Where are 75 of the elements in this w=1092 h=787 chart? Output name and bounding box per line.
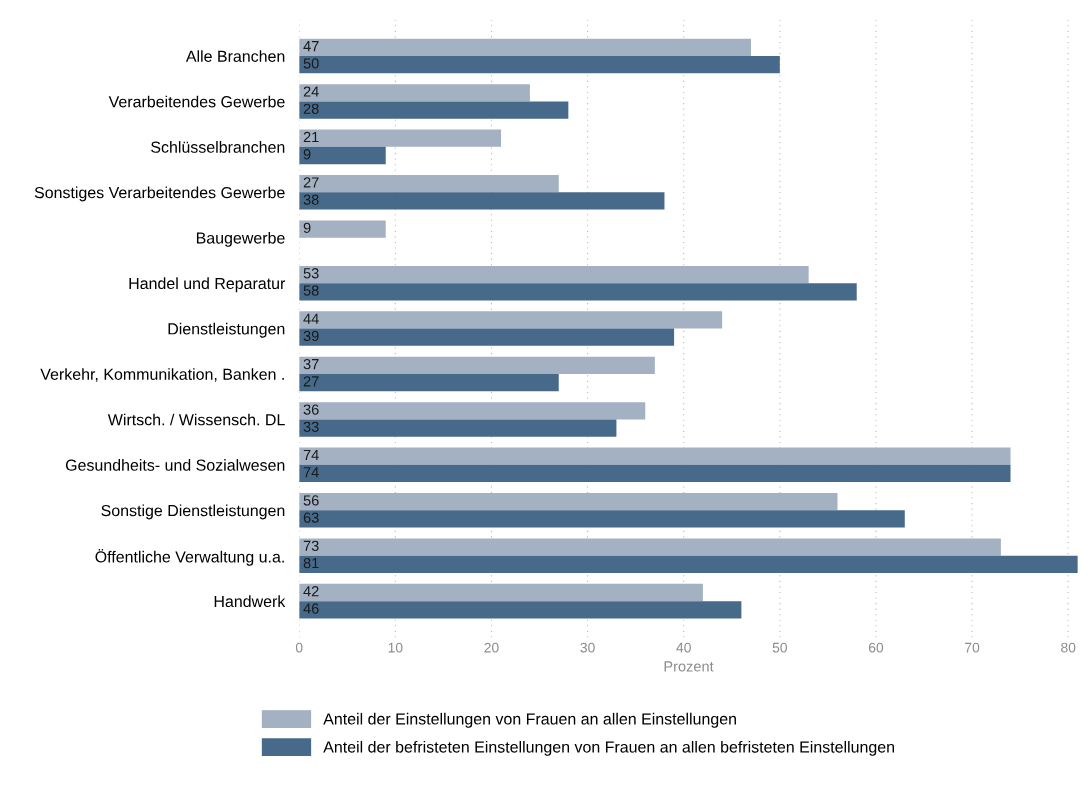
bar [299, 356, 655, 374]
x-tick-label: 20 [484, 642, 499, 653]
data-label: 44 [303, 313, 319, 324]
data-label: 42 [303, 586, 319, 597]
bar [299, 601, 742, 619]
x-tick-label: 80 [1061, 642, 1076, 653]
bar [299, 538, 1001, 556]
data-label: 73 [303, 540, 319, 551]
bar [299, 283, 857, 301]
data-label: 74 [303, 449, 319, 460]
data-label: 50 [303, 58, 319, 69]
data-label: 37 [303, 358, 319, 370]
y-tick-label: Baugewerbe [196, 231, 285, 247]
y-tick-label: Sonstige Dienstleistungen [101, 504, 285, 520]
data-label: 27 [303, 177, 319, 188]
bar [299, 175, 559, 193]
bar [299, 419, 617, 437]
bar [299, 192, 665, 210]
y-tick-label: Dienstleistungen [168, 322, 285, 338]
bar [299, 464, 1011, 483]
bar [299, 510, 905, 528]
bar [299, 493, 838, 511]
bar [299, 101, 569, 119]
data-label: 39 [303, 330, 319, 342]
data-label: 36 [303, 404, 319, 415]
bar [299, 220, 386, 238]
data-label: 56 [303, 495, 319, 506]
bar [299, 146, 386, 165]
y-tick-label: Verarbeitendes Gewerbe [108, 95, 285, 108]
data-label: 58 [303, 285, 319, 296]
bar [299, 328, 675, 346]
data-label: 33 [303, 421, 319, 432]
data-label: 27 [303, 376, 319, 387]
x-axis-title: Prozent [664, 661, 714, 672]
bar [299, 38, 751, 57]
bar [299, 129, 502, 147]
bar [299, 583, 703, 602]
y-tick-label: Schlüsselbranchen [151, 141, 285, 153]
y-tick-label: Öffentliche Verwaltung u.a. [95, 549, 284, 566]
data-label: 38 [303, 194, 319, 205]
x-tick-label: 0 [295, 642, 303, 653]
data-label: 81 [303, 557, 319, 569]
y-tick-label: Handwerk [214, 595, 286, 608]
data-label: 46 [303, 603, 319, 614]
x-tick-label: 60 [868, 642, 884, 653]
data-label: 63 [303, 512, 319, 523]
bar [299, 84, 530, 102]
data-label: 53 [303, 268, 319, 279]
x-tick-label: 30 [580, 642, 595, 653]
bar [299, 402, 646, 420]
x-tick-label: 70 [965, 642, 980, 653]
legend-label: Anteil der Einstellungen von Frauen an allen Einstellungen [323, 712, 736, 728]
y-tick-label: Gesundheits- und Sozialwesen [65, 459, 285, 471]
x-tick-label: 40 [676, 642, 691, 653]
bar [299, 265, 809, 284]
data-label: 74 [303, 467, 319, 478]
x-tick-label: 10 [388, 642, 403, 653]
x-tick-label: 50 [772, 642, 787, 653]
data-label: 9 [303, 222, 311, 233]
data-label: 9 [303, 149, 311, 160]
data-label: 28 [303, 103, 319, 114]
y-tick-label: Wirtsch. / Wissensch. DL [107, 413, 285, 426]
y-tick-label: Handel und Reparatur [129, 277, 286, 293]
bar [299, 555, 1078, 573]
data-label: 24 [303, 86, 319, 97]
bar [299, 311, 723, 329]
bar [299, 374, 559, 392]
y-tick-label: Sonstiges Verarbeitendes Gewerbe [34, 186, 285, 202]
data-label: 21 [303, 131, 319, 143]
bar [299, 447, 1011, 465]
bar [299, 56, 780, 74]
data-label: 47 [303, 41, 319, 52]
y-tick-label: Verkehr, Kommunikation, Banken . [40, 368, 284, 382]
legend-label: Anteil der befristeten Einstellungen von Frauen an allen befristeten Einstellungen [323, 740, 894, 756]
y-tick-label: Alle Branchen [185, 50, 285, 62]
